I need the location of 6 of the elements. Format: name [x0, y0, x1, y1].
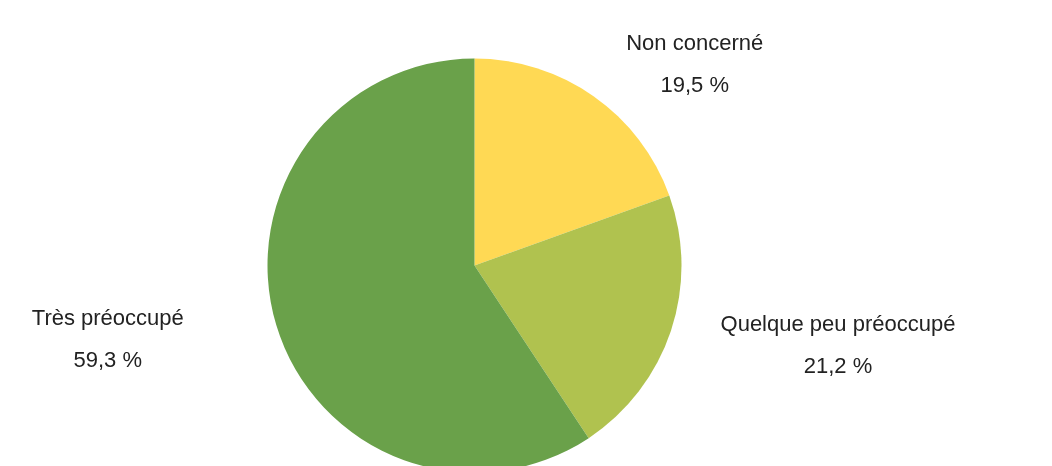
- slice-label: Quelque peu préoccupé: [720, 311, 956, 337]
- data-label: 59,3 %: [73, 346, 143, 372]
- data-label: 19,5 %: [660, 71, 729, 97]
- slice-label: Très préoccupé: [31, 304, 184, 330]
- data-label: 21,2 %: [803, 353, 873, 379]
- slice-label: Non concerné: [626, 29, 764, 55]
